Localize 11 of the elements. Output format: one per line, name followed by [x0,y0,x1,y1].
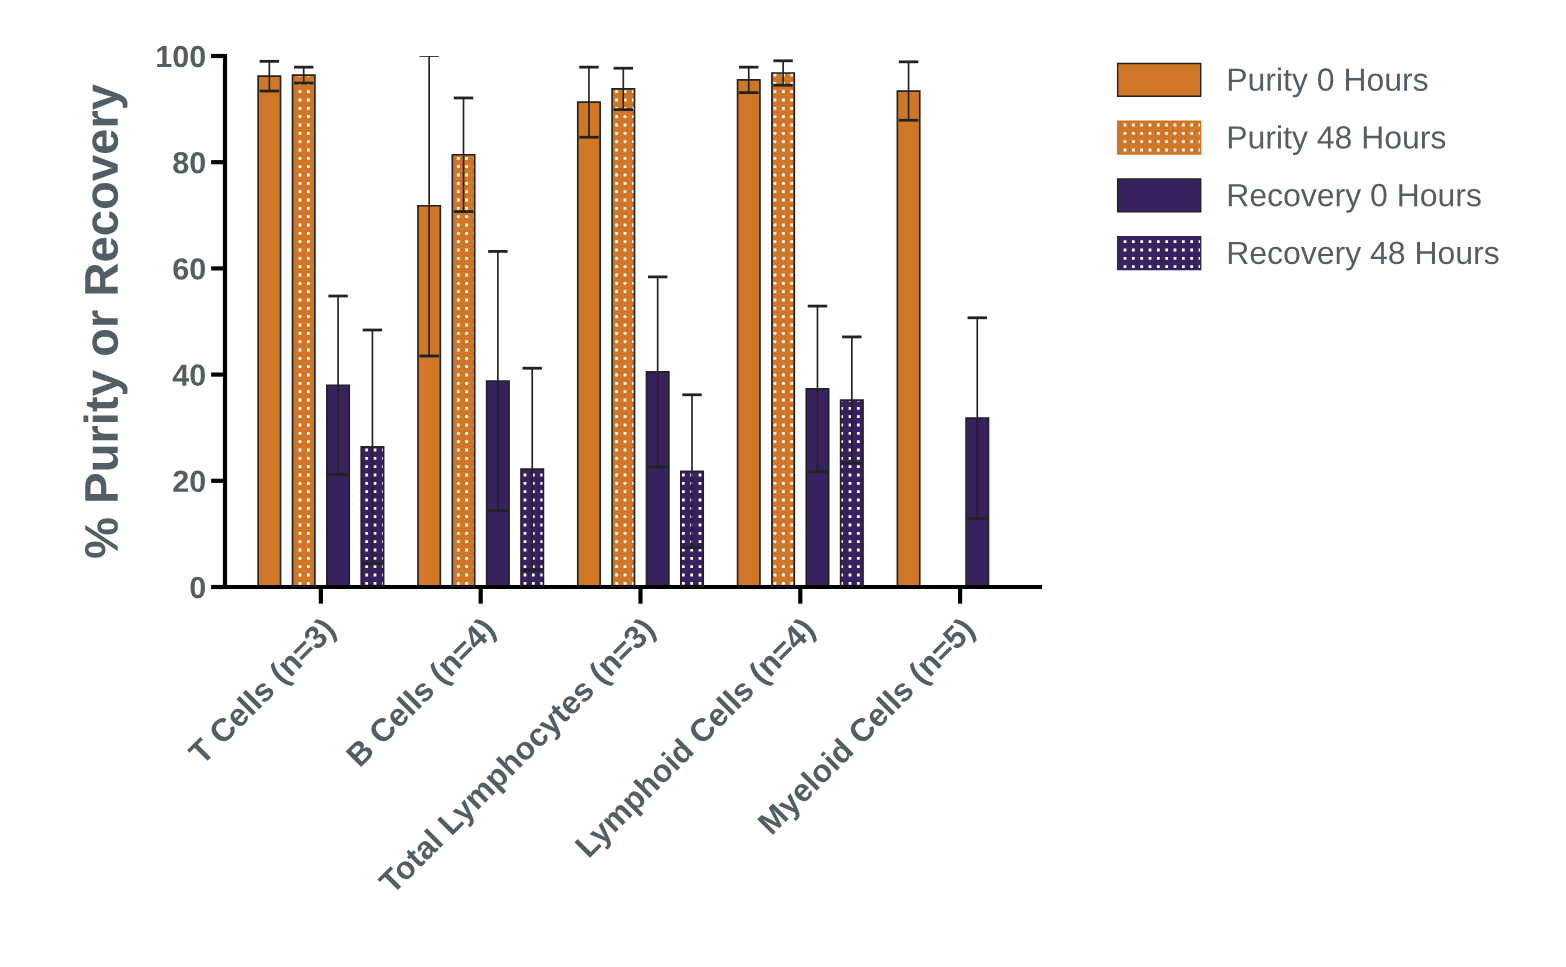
legend-label: Purity 0 Hours [1228,67,1428,98]
y-axis-title: % Purity or Recovery [83,84,128,558]
legend-label: Recovery 0 Hours [1228,183,1481,213]
legend-label: Purity 48 Hours [1228,125,1446,156]
y-tick-label: 60 [173,258,205,280]
y-tick-label: 80 [173,151,205,174]
y-tick-label: 20 [173,470,205,493]
legend-label: Recovery 48 Hours [1228,241,1499,271]
y-tick-label: 40 [172,364,205,386]
y-tick-label: 100 [157,45,205,68]
y-tick-label: 0 [190,576,205,599]
